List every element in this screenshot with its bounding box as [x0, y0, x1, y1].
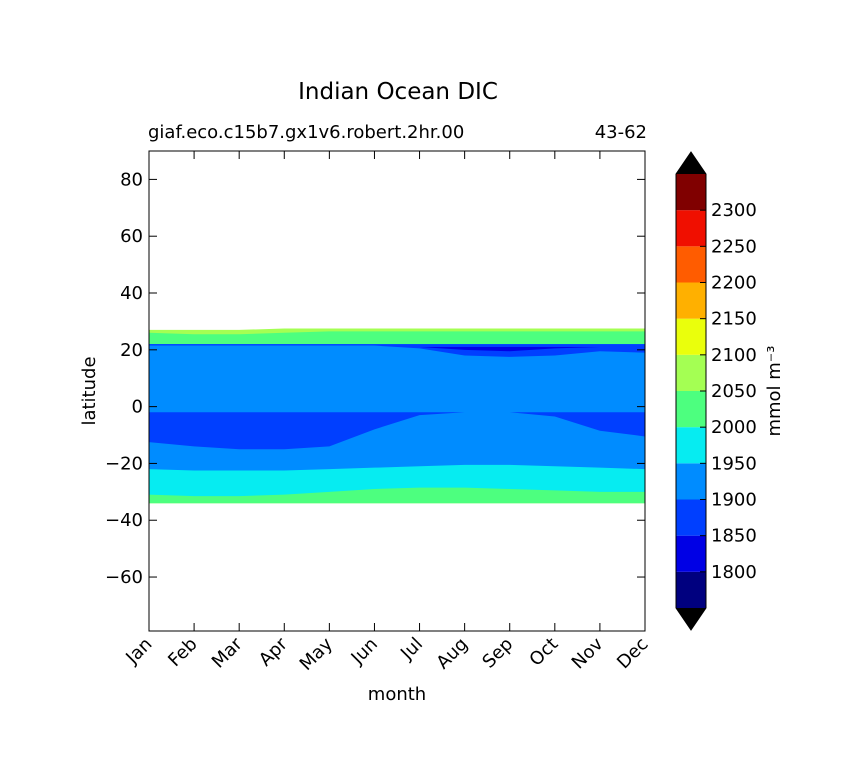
y-tick-label: 20 [120, 340, 143, 361]
colorbar-tick-label: 1800 [711, 562, 757, 583]
x-tick-label: Dec [613, 634, 652, 673]
chart-subtitle-right: 43-62 [595, 122, 647, 143]
colorbar: 1800 1850 1900 1950 2000 2050 2100 2150 2200 2250… [675, 151, 757, 631]
colorbar-extend-max [676, 152, 706, 174]
contour-band-1800-6 [149, 346, 645, 352]
x-tick-label: Oct [525, 634, 562, 671]
y-axis-label: latitude [79, 356, 100, 425]
x-tick-label: May [296, 633, 337, 674]
colorbar-swatch [676, 282, 706, 319]
y-tick-label: 0 [132, 397, 143, 418]
colorbar-swatch [676, 391, 706, 428]
colorbar-tick-label: 2150 [711, 309, 757, 330]
colorbar-tick-label: 1850 [711, 526, 757, 547]
x-tick-label: Jun [347, 634, 382, 669]
colorbar-swatch [676, 427, 706, 464]
plot-frame [148, 150, 646, 632]
colorbar-extend-min [676, 608, 706, 630]
y-axis: −60 −40 −20 0 20 40 60 80 [105, 169, 645, 588]
x-tick-label: Nov [568, 633, 608, 673]
colorbar-swatch [676, 246, 706, 283]
y-tick-label: −40 [105, 510, 143, 531]
colorbar-swatch [676, 463, 706, 500]
colorbar-tick-label: 2300 [711, 200, 757, 221]
chart-subtitle-left: giaf.eco.c15b7.gx1v6.robert.2hr.00 [148, 122, 464, 143]
chart-title: Indian Ocean DIC [298, 79, 498, 105]
colorbar-tick-label: 1950 [711, 453, 757, 474]
x-tick-label: Sep [478, 634, 517, 673]
colorbar-tick-label: 2200 [711, 273, 757, 294]
x-tick-label: Feb [164, 634, 201, 671]
colorbar-tick-label: 2050 [711, 381, 757, 402]
colorbar-label: mmol m⁻³ [764, 345, 785, 436]
x-tick-label: Apr [255, 633, 292, 670]
colorbar-tick-label: 2100 [711, 345, 757, 366]
y-tick-label: −60 [105, 567, 143, 588]
y-tick-label: 80 [120, 169, 143, 190]
x-tick-label: Aug [432, 634, 472, 674]
contour-band-1900-3 [149, 344, 645, 471]
colorbar-swatch [676, 354, 706, 391]
x-tick-label: Mar [208, 633, 247, 672]
colorbar-swatch [676, 174, 706, 211]
contour-band-1850-4 [149, 412, 645, 450]
colorbar-swatch [676, 499, 706, 536]
y-tick-label: 40 [120, 283, 143, 304]
x-tick-label: Jul [396, 634, 427, 665]
colorbar-outline [675, 151, 707, 631]
x-axis-label: month [368, 684, 426, 705]
colorbar-swatch [676, 535, 706, 572]
colorbar-tick-label: 2000 [711, 417, 757, 438]
y-tick-label: −20 [105, 453, 143, 474]
y-tick-label: 60 [120, 226, 143, 247]
colorbar-swatch [676, 318, 706, 355]
colorbar-swatch [676, 210, 706, 247]
colorbar-swatch [676, 571, 706, 608]
colorbar-tick-label: 2250 [711, 236, 757, 257]
x-tick-label: Jan [121, 634, 156, 669]
contour-fill-layer [149, 328, 645, 504]
colorbar-tick-label: 1900 [711, 490, 757, 511]
